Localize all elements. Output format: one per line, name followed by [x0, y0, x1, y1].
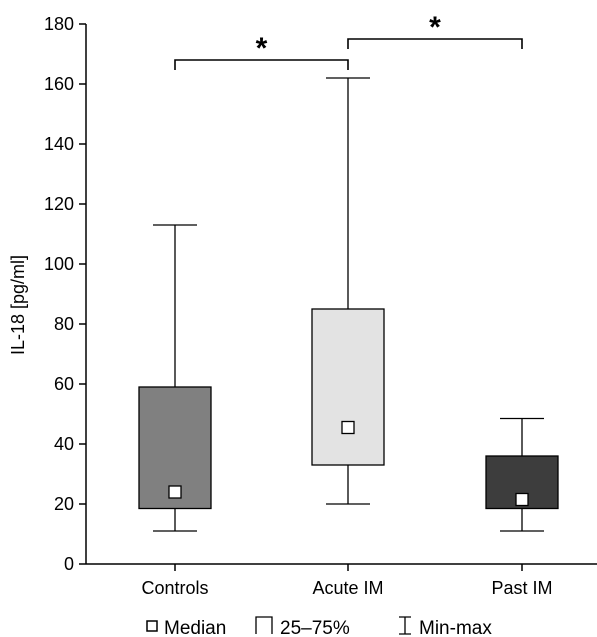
y-tick-label: 0	[64, 554, 74, 574]
legend-whisker-label: Min-max	[419, 618, 492, 637]
y-tick-label: 40	[54, 434, 74, 454]
legend-median-label: Median	[164, 618, 226, 637]
y-tick-label: 60	[54, 374, 74, 394]
significance-bracket	[174, 59, 349, 70]
y-tick-label: 100	[44, 254, 74, 274]
significance-star: *	[429, 11, 441, 44]
y-tick-label: 160	[44, 74, 74, 94]
y-tick-label: 120	[44, 194, 74, 214]
x-category-label: Controls	[141, 578, 208, 598]
y-axis-title: IL-18 [pg/ml]	[8, 255, 28, 355]
y-tick-label: 80	[54, 314, 74, 334]
legend-box-label: 25–75%	[280, 618, 350, 637]
significance-layer: **	[174, 11, 523, 70]
median-marker	[341, 420, 355, 435]
x-category-label: Past IM	[491, 578, 552, 598]
legend: Median 25–75% Min-max	[146, 616, 492, 637]
iqr-box	[311, 308, 385, 466]
legend-whisker-marker	[399, 616, 411, 635]
axes-layer: 0 20 40 60 80 100 120 140 160 180 Controls Acute IM…	[44, 14, 597, 598]
legend-median-marker	[146, 620, 158, 632]
significance-star: *	[256, 32, 268, 65]
median-marker	[168, 485, 182, 499]
significance-bracket	[347, 38, 523, 49]
y-tick-label: 180	[44, 14, 74, 34]
boxes-layer	[138, 77, 559, 532]
y-tick-label: 140	[44, 134, 74, 154]
y-tick-label: 20	[54, 494, 74, 514]
median-marker	[515, 492, 529, 507]
x-category-label: Acute IM	[312, 578, 383, 598]
legend-box-marker	[255, 616, 273, 634]
